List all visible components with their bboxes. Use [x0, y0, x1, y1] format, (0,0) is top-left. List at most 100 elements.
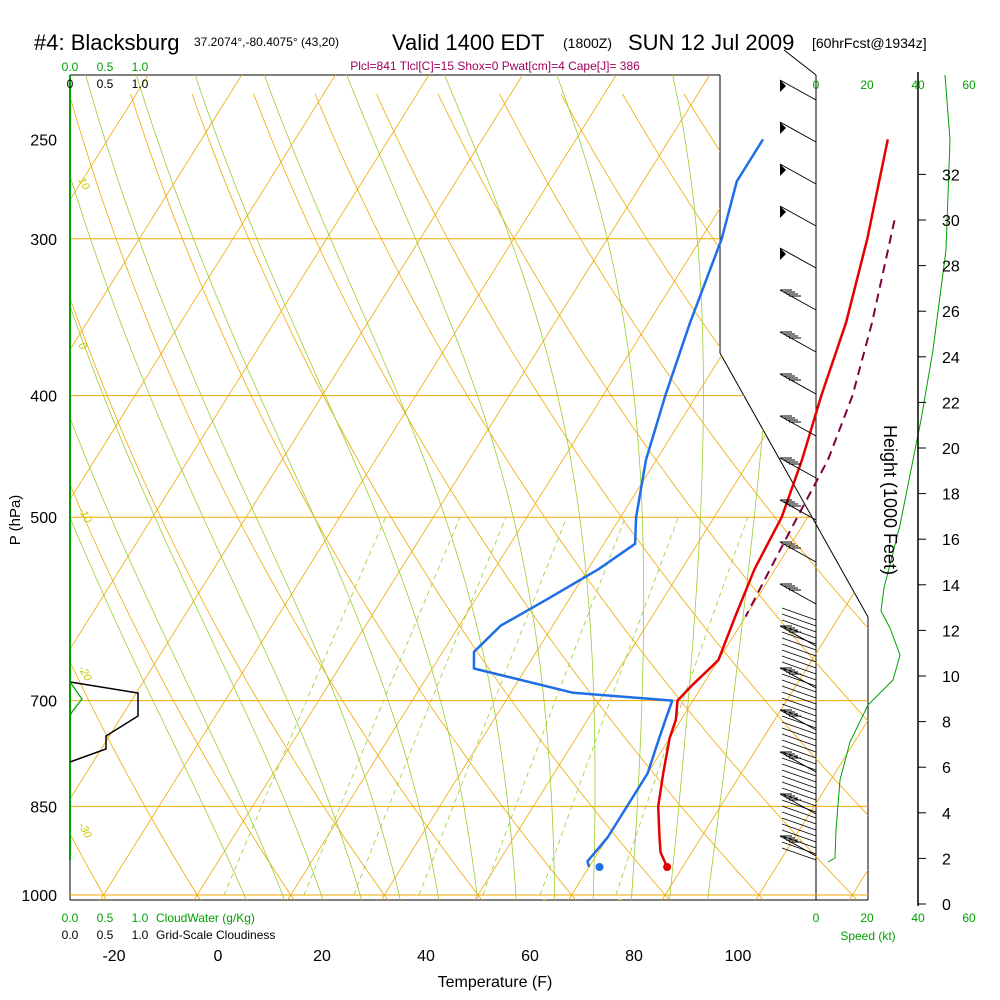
- wind-barb-dense: [781, 643, 817, 657]
- dry-adiabat: [314, 93, 868, 900]
- mixing-ratio-label: 3: [348, 902, 364, 915]
- wind-barb-dense: [781, 841, 817, 855]
- valid-date: SUN 12 Jul 2009: [628, 30, 794, 55]
- height-tick-label: 32: [942, 167, 960, 184]
- mixing-ratio-line: [418, 517, 568, 896]
- wind-barb-dense: [781, 715, 817, 729]
- wind-barb: [779, 289, 817, 311]
- cloudiness-tick-top: 1.0: [132, 77, 149, 91]
- dry-adiabat: [70, 93, 499, 900]
- dewpoint-profile: [472, 138, 765, 868]
- dry-adiabat: [376, 93, 868, 900]
- wind-barb-dense: [781, 619, 817, 633]
- cloudiness-tick-top: 0.5: [97, 77, 114, 91]
- dry-adiabat-label: -20: [75, 664, 94, 685]
- wind-barb-dense: [781, 751, 817, 765]
- mixing-ratio-line: [539, 517, 679, 896]
- isotherm-line: [445, 75, 868, 900]
- wind-barb-dense: [781, 763, 817, 777]
- cloudiness-profile: [69, 681, 139, 763]
- wind-barb: [779, 457, 817, 479]
- moist-adiabat: [658, 75, 704, 900]
- wind-barb-dense: [781, 805, 817, 819]
- dry-adiabat: [130, 93, 594, 900]
- pressure-tick-label: 300: [30, 232, 57, 249]
- x-axis-title: Temperature (F): [438, 974, 553, 991]
- y-axis-title: P (hPa): [7, 495, 24, 546]
- height-tick-label: 4: [942, 806, 951, 823]
- isotherm-line: [70, 75, 466, 900]
- wind-barb-dense: [781, 793, 817, 807]
- isotherm-line: [538, 75, 868, 900]
- cloudiness-tick-top: 0: [67, 77, 74, 91]
- wind-barb-dense: [781, 661, 817, 675]
- isotherm-label: 0: [722, 231, 743, 249]
- wind-barb-dense: [781, 757, 817, 771]
- surface-temperature-dot: [663, 863, 672, 871]
- wind-barb: [779, 205, 817, 227]
- mixing-ratio-label: 5: [414, 902, 430, 915]
- wind-barb-dense: [781, 691, 817, 705]
- temperature-tick-label: 80: [625, 948, 643, 965]
- wind-barb-dense: [781, 709, 817, 723]
- wind-barb-dense: [781, 847, 817, 861]
- wind-barb: [779, 79, 817, 101]
- valid-time: Valid 1400 EDT: [392, 30, 544, 55]
- forecast-info: [60hrFcst@1934z]: [812, 35, 927, 51]
- height-tick-label: 20: [942, 441, 960, 458]
- mixing-ratio-label: 2: [298, 902, 314, 916]
- wind-barb-dense: [781, 781, 817, 795]
- height-tick-label: 18: [942, 487, 960, 504]
- wind-barb-dense: [781, 649, 817, 663]
- height-tick-label: 10: [942, 669, 960, 686]
- dry-adiabat: [70, 93, 215, 900]
- cloudiness-tick-bottom: 0.0: [62, 928, 79, 942]
- wind-barb-dense: [781, 655, 817, 669]
- wind-barb: [779, 499, 817, 521]
- wind-barb: [779, 373, 817, 395]
- dry-adiabat: [930, 94, 1000, 922]
- mixing-ratio-label: 8: [477, 902, 493, 915]
- wind-barb-dense: [781, 811, 817, 825]
- wind-barb-dense: [781, 775, 817, 789]
- speed-tick-label-bottom: 60: [962, 911, 976, 925]
- wind-barb: [779, 583, 817, 605]
- speed-tick-label-top: 0: [813, 78, 820, 92]
- cloud-water-tick-bottom: 0.5: [97, 911, 114, 925]
- isotherm-line: [70, 75, 653, 900]
- mixing-ratio-line: [482, 517, 626, 896]
- wind-axis-diagonal: [783, 49, 817, 76]
- sounding-indices: Plcl=841 Tlcl[C]=15 Shox=0 Pwat[cm]=4 Ca…: [350, 59, 640, 73]
- station-coords: 37.2074°,-80.4075° (43,20): [194, 35, 339, 49]
- isotherm-line: [70, 75, 278, 900]
- cloud-water-title: CloudWater (g/Kg): [156, 911, 255, 925]
- pressure-tick-label: 700: [30, 694, 57, 711]
- dry-adiabat-label: -10: [75, 506, 94, 527]
- moist-adiabat: [420, 75, 596, 900]
- isobar-lines: [70, 238, 868, 896]
- speed-axis-title: Speed (kt): [840, 929, 895, 943]
- wind-barb-dense: [781, 685, 817, 699]
- height-tick-label: 28: [942, 259, 960, 276]
- wind-barb-dense: [781, 829, 817, 843]
- wind-barb-dense: [781, 697, 817, 711]
- cloud-water-tick-top: 0.0: [62, 60, 79, 74]
- wind-barb-dense: [781, 679, 817, 693]
- height-tick-label: 14: [942, 578, 960, 595]
- dry-adiabat: [437, 93, 868, 900]
- wind-barb-dense: [781, 607, 817, 621]
- dry-adiabat: [70, 93, 310, 900]
- dry-adiabat: [499, 93, 868, 900]
- wind-barb-dense: [781, 637, 817, 651]
- pressure-tick-label: 500: [30, 510, 57, 527]
- isotherm-line: [70, 75, 559, 900]
- height-tick-label: 30: [942, 213, 960, 230]
- temperature-tick-label: 100: [725, 948, 752, 965]
- mixing-ratio-line: [353, 517, 507, 896]
- moist-adiabat: [323, 75, 556, 900]
- moist-adiabat: [70, 75, 369, 900]
- dry-adiabat-label: -30: [75, 821, 94, 842]
- moist-adiabat: [119, 75, 444, 900]
